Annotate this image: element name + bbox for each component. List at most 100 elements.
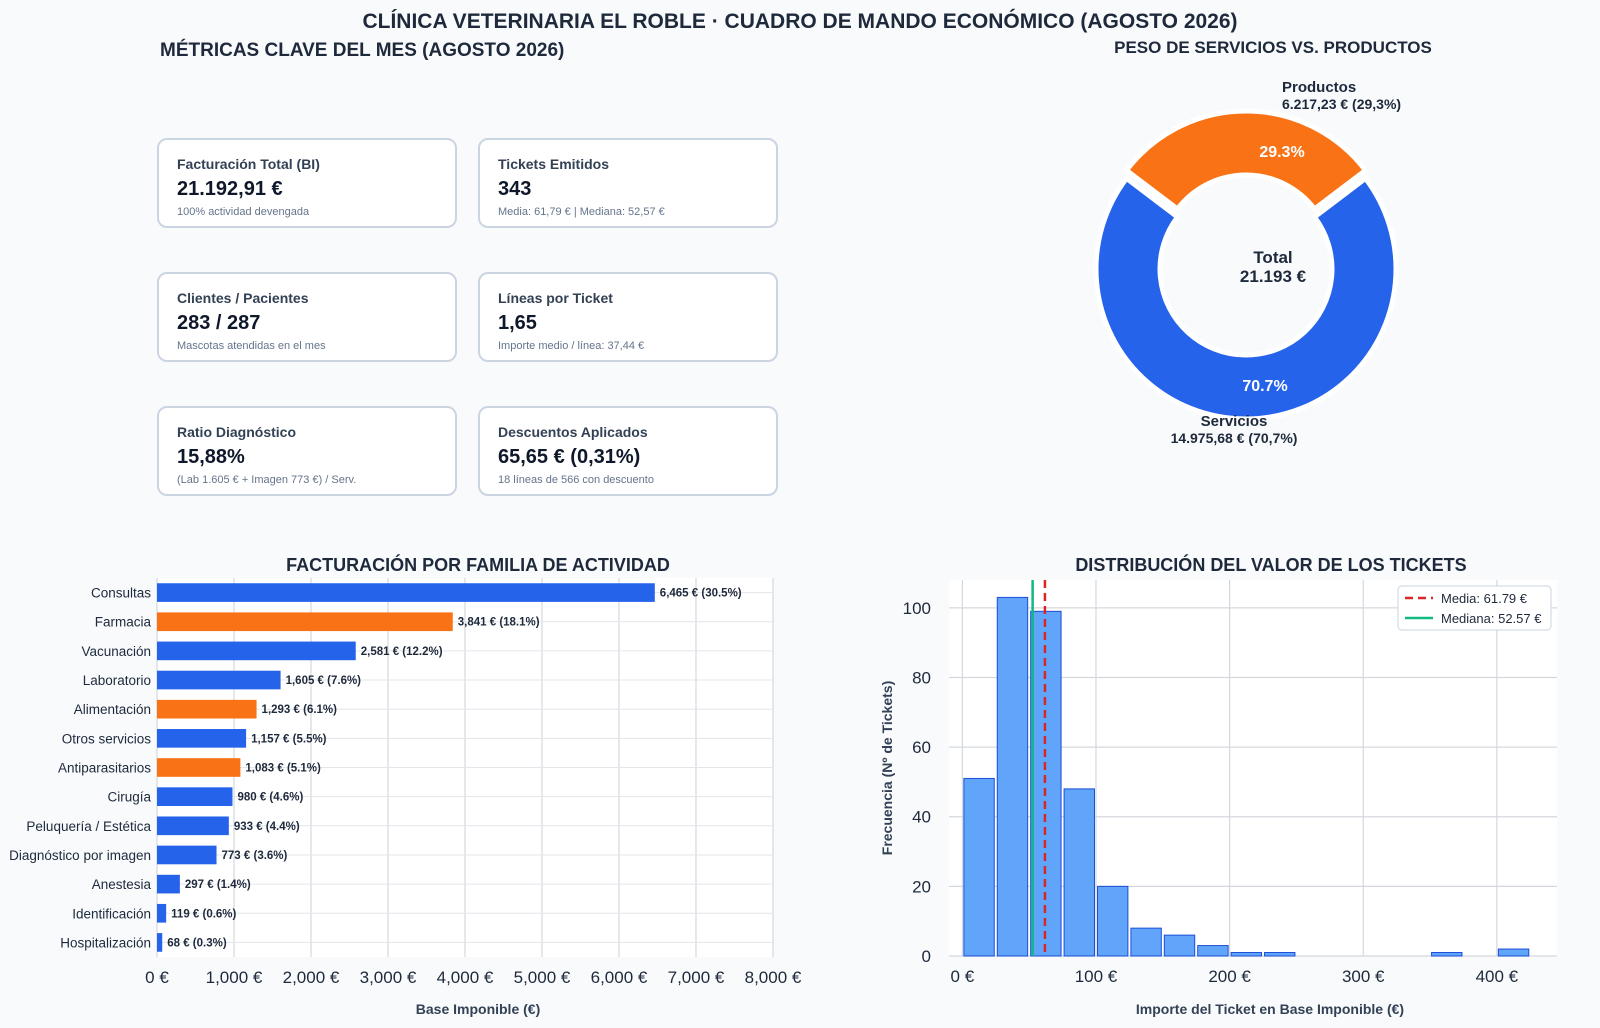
histogram-bar	[1197, 945, 1229, 957]
donut-center-total: Total	[1253, 248, 1292, 267]
y-category-label: Antiparasitarios	[58, 761, 151, 776]
family-x-axis-label: Base Imponible (€)	[416, 1001, 540, 1017]
bar-value-label: 6,465 € (30.5%)	[660, 588, 742, 600]
kpi-card-lineas: Líneas por Ticket 1,65 Importe medio / l…	[478, 272, 778, 362]
bar-value-label: 1,605 € (7.6%)	[286, 675, 362, 687]
y-category-label: Diagnóstico por imagen	[9, 848, 151, 863]
legend-box	[1397, 585, 1552, 631]
donut-center-amount: 21.193 €	[1240, 267, 1307, 286]
x-tick-label: 8,000 €	[745, 968, 802, 987]
y-tick-label: 60	[912, 738, 931, 757]
x-tick-label: 3,000 €	[360, 968, 417, 987]
bar-10	[157, 874, 180, 894]
donut-pct-label: 70.7%	[1242, 378, 1287, 395]
y-tick-label: 20	[912, 877, 931, 896]
donut-slice-name: Productos	[1282, 79, 1356, 96]
bar-11	[157, 903, 167, 923]
y-category-label: Anestesia	[92, 877, 152, 892]
kpi-label: Tickets Emitidos	[498, 156, 610, 172]
legend-mean-label: Media: 61.79 €	[1441, 591, 1528, 606]
x-tick-label: 400 €	[1476, 967, 1519, 986]
kpi-value: 283 / 287	[177, 312, 261, 334]
histogram-y-axis-label: Frecuencia (Nº de Tickets)	[880, 681, 895, 855]
bar-value-label: 980 € (4.6%)	[237, 792, 303, 804]
family-chart-title: FACTURACIÓN POR FAMILIA DE ACTIVIDAD	[286, 554, 670, 575]
bar-9	[157, 845, 217, 865]
y-tick-label: 100	[903, 599, 931, 618]
x-tick-label: 1,000 €	[206, 968, 263, 987]
x-tick-label: 100 €	[1075, 967, 1118, 986]
kpi-card-tickets: Tickets Emitidos 343 Media: 61,79 € | Me…	[478, 138, 778, 228]
bar-value-label: 1,293 € (6.1%)	[262, 704, 338, 716]
bar-value-label: 1,157 € (5.5%)	[251, 733, 327, 745]
x-tick-label: 0 €	[145, 968, 169, 987]
page-title: CLÍNICA VETERINARIA EL ROBLE · CUADRO DE…	[362, 10, 1238, 33]
y-category-label: Laboratorio	[83, 673, 151, 688]
y-category-label: Vacunación	[81, 644, 151, 659]
y-tick-label: 0	[922, 947, 931, 966]
y-category-label: Identificación	[72, 906, 151, 921]
x-tick-label: 0 €	[951, 967, 975, 986]
kpi-subtext: 18 líneas de 566 con descuento	[498, 474, 654, 486]
bar-1	[157, 612, 453, 632]
histogram-bar	[1230, 952, 1263, 957]
histogram-bar	[1264, 952, 1296, 957]
bar-7	[157, 787, 233, 806]
ticket-histogram: DISTRIBUCIÓN DEL VALOR DE LOS TICKETS 0 …	[880, 554, 1557, 1017]
bar-8	[157, 816, 229, 836]
donut-pct-label: 29.3%	[1259, 144, 1304, 161]
kpi-subtext: Mascotas atendidas en el mes	[177, 340, 326, 352]
histogram-bar	[1163, 934, 1196, 957]
bar-value-label: 2,581 € (12.2%)	[361, 646, 443, 658]
histogram-title: DISTRIBUCIÓN DEL VALOR DE LOS TICKETS	[1075, 554, 1466, 575]
donut-slice-value: 14.975,68 € (70,7%)	[1171, 430, 1298, 446]
kpi-label: Ratio Diagnóstico	[177, 424, 297, 440]
bar-0	[157, 583, 655, 602]
family-bar-chart: FACTURACIÓN POR FAMILIA DE ACTIVIDAD 6,4…	[9, 554, 802, 1017]
kpi-value: 21.192,91 €	[177, 178, 283, 200]
bar-value-label: 68 € (0.3%)	[167, 937, 227, 949]
kpi-label: Facturación Total (BI)	[177, 156, 320, 172]
bar-value-label: 297 € (1.4%)	[185, 879, 251, 891]
bar-2	[157, 641, 356, 661]
y-category-label: Cirugía	[107, 790, 151, 805]
kpi-subtext: 100% actividad devengada	[177, 206, 310, 218]
bar-5	[157, 729, 247, 748]
kpi-label: Líneas por Ticket	[498, 290, 613, 306]
y-category-label: Farmacia	[95, 615, 152, 630]
kpi-panel-title: MÉTRICAS CLAVE DEL MES (AGOSTO 2026)	[160, 40, 565, 61]
histogram-legend: Media: 61.79 € Mediana: 52.57 €	[1397, 585, 1552, 631]
kpi-value: 1,65	[498, 312, 537, 334]
y-category-label: Otros servicios	[62, 731, 152, 746]
kpi-card-facturacion: Facturación Total (BI) 21.192,91 € 100% …	[157, 138, 457, 228]
histogram-bar	[1130, 927, 1162, 957]
kpi-value: 343	[498, 178, 532, 200]
bar-6	[157, 758, 241, 777]
donut-slice-productos	[1123, 108, 1369, 213]
x-tick-label: 7,000 €	[668, 968, 725, 987]
x-tick-label: 5,000 €	[514, 968, 571, 987]
kpi-card-descuentos: Descuentos Aplicados 65,65 € (0,31%) 18 …	[478, 406, 778, 496]
y-category-label: Hospitalización	[60, 935, 151, 950]
bar-4	[157, 699, 257, 719]
kpi-value: 15,88%	[177, 446, 245, 468]
bar-value-label: 933 € (4.4%)	[234, 821, 300, 833]
kpi-subtext: Importe medio / línea: 37,44 €	[498, 340, 645, 352]
x-tick-label: 200 €	[1208, 967, 1251, 986]
y-tick-label: 80	[912, 668, 931, 687]
histogram-bar	[963, 777, 995, 957]
kpi-card-ratio: Ratio Diagnóstico 15,88% (Lab 1.605 € + …	[157, 406, 457, 496]
y-category-label: Peluquería / Estética	[26, 819, 151, 834]
kpi-card-clientes: Clientes / Pacientes 283 / 287 Mascotas …	[157, 272, 457, 362]
bar-3	[157, 670, 281, 690]
kpi-subtext: (Lab 1.605 € + Imagen 773 €) / Serv.	[177, 474, 357, 486]
donut-chart: PESO DE SERVICIOS VS. PRODUCTOS Total 21…	[1093, 38, 1432, 446]
x-tick-label: 300 €	[1342, 967, 1385, 986]
bar-value-label: 1,083 € (5.1%)	[245, 763, 321, 775]
bar-value-label: 119 € (0.6%)	[171, 908, 236, 920]
y-category-label: Alimentación	[74, 702, 151, 717]
bar-12	[157, 933, 163, 952]
histogram-bar	[1063, 788, 1095, 957]
kpi-label: Descuentos Aplicados	[498, 424, 648, 440]
x-tick-label: 4,000 €	[437, 968, 494, 987]
